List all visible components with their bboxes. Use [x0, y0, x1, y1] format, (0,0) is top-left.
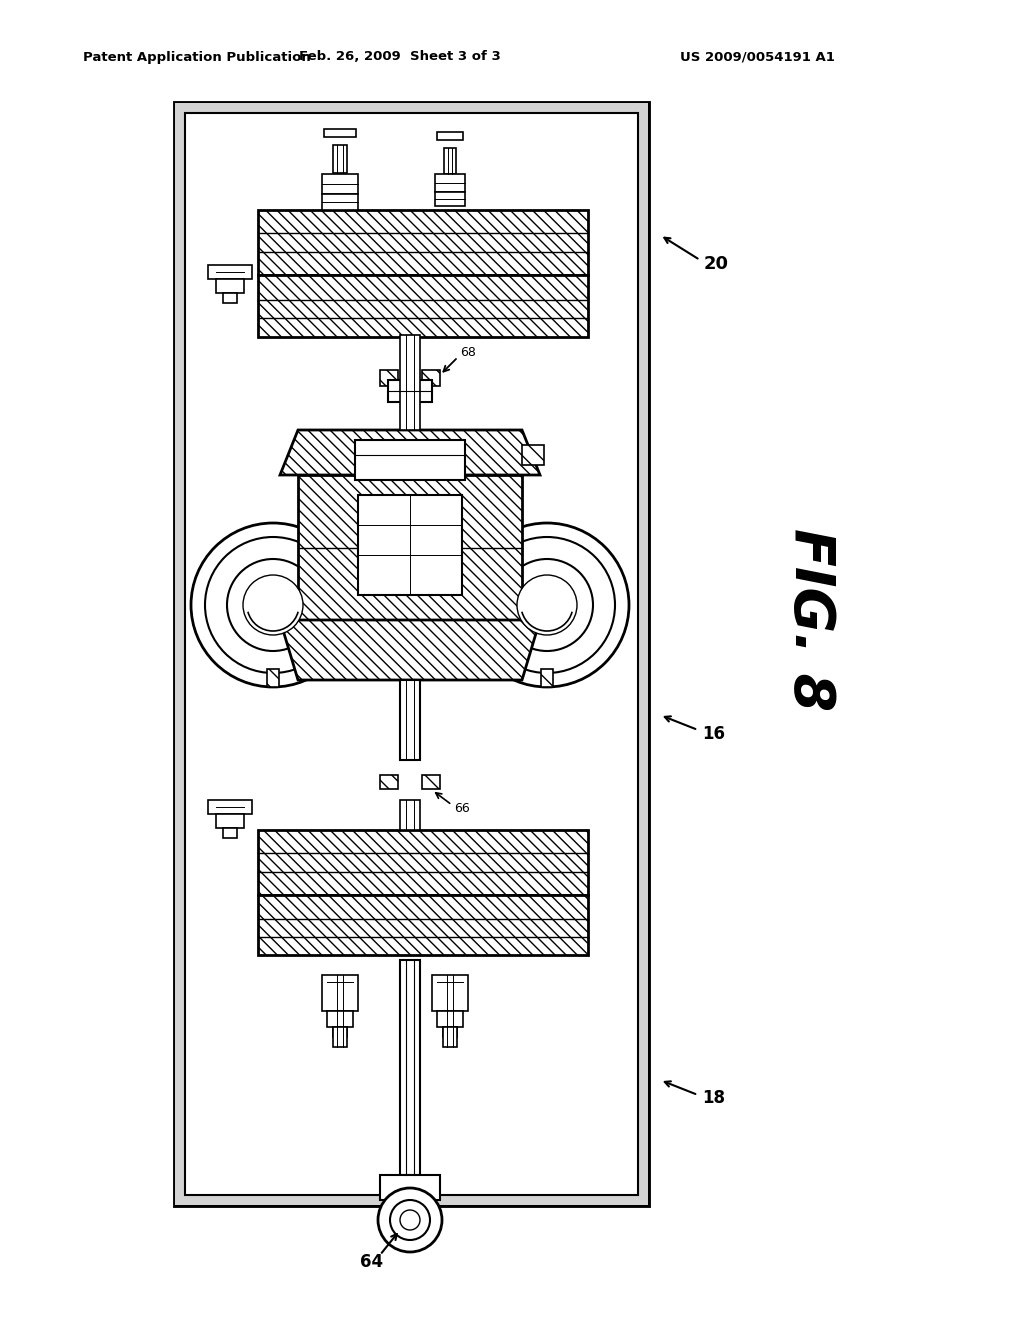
Bar — [208, 265, 252, 279]
Text: 16: 16 — [702, 725, 725, 743]
Bar — [380, 775, 398, 789]
Bar — [355, 440, 465, 480]
Bar — [380, 1175, 440, 1200]
Bar — [380, 370, 398, 385]
Text: 66: 66 — [454, 801, 470, 814]
Bar — [435, 191, 465, 206]
Bar — [333, 1027, 347, 1047]
Bar — [400, 680, 420, 760]
Text: Patent Application Publication: Patent Application Publication — [83, 50, 310, 63]
Bar — [258, 895, 588, 954]
Text: US 2009/0054191 A1: US 2009/0054191 A1 — [680, 50, 835, 63]
Bar — [400, 800, 420, 830]
Text: 64: 64 — [360, 1253, 383, 1271]
Text: 68: 68 — [460, 346, 476, 359]
Bar — [175, 103, 648, 1205]
Bar — [185, 114, 638, 1195]
Text: FIG. 8: FIG. 8 — [783, 528, 837, 711]
Text: Feb. 26, 2009  Sheet 3 of 3: Feb. 26, 2009 Sheet 3 of 3 — [299, 50, 501, 63]
Bar — [435, 174, 465, 191]
Circle shape — [501, 558, 593, 651]
Circle shape — [400, 1210, 420, 1230]
Circle shape — [205, 537, 341, 673]
Bar — [216, 279, 244, 293]
Bar — [333, 1027, 347, 1038]
Bar — [175, 114, 185, 1195]
Bar — [437, 1011, 463, 1027]
Bar — [437, 132, 463, 140]
Bar — [422, 370, 440, 385]
Bar — [298, 475, 522, 620]
Bar — [432, 975, 468, 1011]
Bar — [322, 174, 358, 194]
Bar — [258, 830, 588, 895]
Bar — [175, 103, 648, 114]
Bar — [223, 828, 237, 838]
Bar — [324, 129, 356, 137]
Circle shape — [465, 523, 629, 686]
Bar — [444, 148, 456, 174]
Bar — [541, 669, 553, 686]
Bar — [638, 114, 648, 1195]
Bar — [327, 1011, 353, 1027]
Bar — [400, 335, 420, 430]
Bar — [443, 1027, 457, 1047]
Circle shape — [243, 576, 303, 635]
Bar — [322, 194, 358, 210]
Circle shape — [378, 1188, 442, 1251]
Bar — [388, 380, 432, 403]
Bar — [322, 975, 358, 1011]
Bar — [258, 210, 588, 275]
Polygon shape — [280, 430, 540, 475]
Text: 18: 18 — [702, 1089, 725, 1107]
Bar — [208, 800, 252, 814]
Bar — [358, 495, 462, 595]
Bar — [443, 1027, 457, 1038]
Circle shape — [191, 523, 355, 686]
Polygon shape — [280, 620, 540, 680]
Bar — [267, 669, 279, 686]
Bar — [400, 960, 420, 1175]
Bar — [223, 293, 237, 304]
Bar — [522, 445, 544, 465]
Bar — [333, 145, 347, 173]
Bar — [216, 814, 244, 828]
Bar — [175, 1195, 648, 1205]
Circle shape — [517, 576, 577, 635]
Circle shape — [479, 537, 615, 673]
Bar — [422, 775, 440, 789]
Bar — [258, 275, 588, 337]
Circle shape — [390, 1200, 430, 1239]
Text: 20: 20 — [705, 255, 729, 273]
Circle shape — [227, 558, 319, 651]
